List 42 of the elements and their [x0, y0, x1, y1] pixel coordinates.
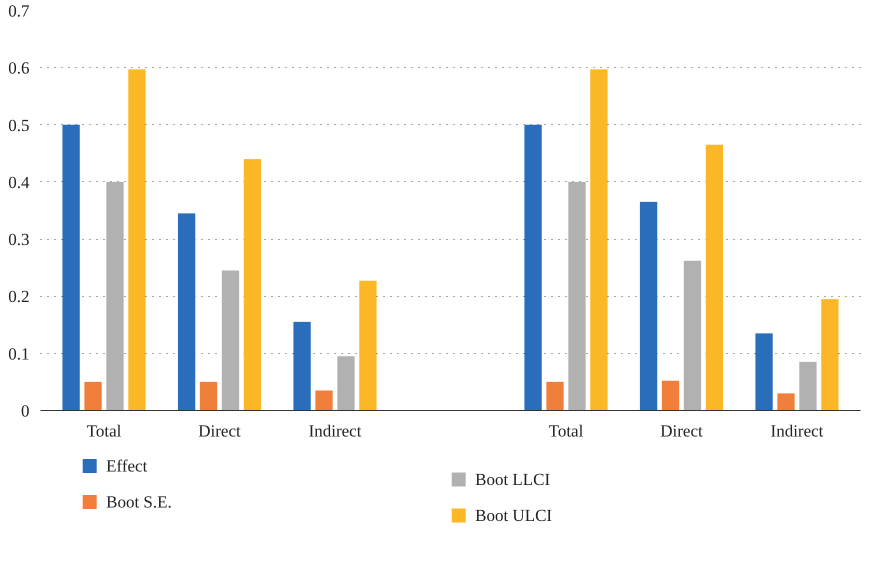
bar: [337, 356, 355, 410]
bar: [293, 322, 311, 410]
bar: [546, 382, 564, 410]
bar: [222, 270, 240, 410]
x-tick-label: Direct: [660, 422, 703, 440]
bar: [128, 69, 146, 410]
legend-label: Boot LLCI: [475, 470, 551, 489]
legend-label: Boot S.E.: [106, 492, 172, 512]
x-tick-label: Total: [86, 422, 122, 440]
bar: [524, 124, 542, 410]
bar: [62, 124, 80, 410]
bar: [821, 299, 839, 410]
legend-label: Effect: [106, 456, 148, 476]
y-tick-label: 0: [21, 402, 30, 420]
bar: [684, 260, 702, 410]
y-tick-label: 0.2: [8, 287, 30, 306]
bar: [662, 380, 680, 410]
bar: [315, 390, 333, 410]
bar: [568, 182, 586, 410]
x-tick-label: Indirect: [770, 422, 824, 440]
y-tick-label: 0.3: [8, 230, 30, 250]
y-tick-label: 0.4: [8, 172, 30, 192]
bar: [777, 393, 795, 410]
bar: [640, 202, 658, 410]
bar: [106, 182, 124, 410]
bar: [755, 333, 773, 410]
y-tick-label: 0.6: [8, 58, 30, 78]
legend-label: Boot ULCI: [475, 506, 552, 525]
bar: [359, 280, 377, 410]
x-tick-label: Total: [548, 422, 584, 440]
y-tick-label: 0.7: [8, 2, 30, 20]
bar: [178, 213, 196, 410]
bar: [244, 159, 262, 410]
bar: [84, 382, 102, 410]
y-tick-label: 0.1: [8, 344, 30, 364]
bar: [590, 69, 608, 410]
bar: [799, 362, 817, 410]
x-tick-label: Direct: [198, 422, 242, 440]
y-tick-label: 0.5: [8, 116, 30, 135]
bar: [706, 144, 724, 410]
x-tick-label: Indirect: [308, 422, 362, 440]
bar: [200, 382, 218, 410]
